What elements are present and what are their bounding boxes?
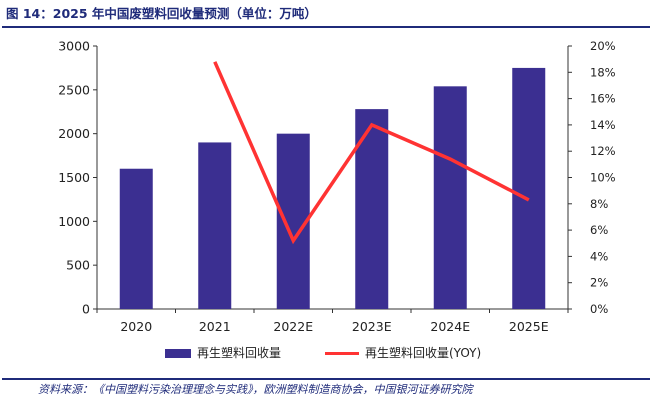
yoy-point [214,61,215,62]
right-tick-label: 0% [590,302,608,316]
bar [119,168,153,309]
legend-bar-item: 再生塑料回收量 [165,344,281,362]
legend-bar-label: 再生塑料回收量 [197,346,282,360]
legend-line-item: 再生塑料回收量(YOY) [325,344,481,362]
right-tick-label: 2% [590,276,608,290]
x-tick-label: 2020 [120,319,152,334]
yoy-point [293,240,294,241]
left-tick-label: 1000 [58,214,90,229]
left-tick-label: 3000 [58,39,90,54]
left-tick-label: 500 [66,258,90,273]
yoy-line [213,61,530,245]
bar [276,133,310,309]
left-tick-label: 2500 [58,82,90,97]
right-tick-label: 16% [590,92,616,106]
tick-labels: 0 500 1000 1500 2000 2500 3000 0% 2% 4% 6% 8% 10% 12%… [58,39,615,335]
x-tick-label: 2025E [509,319,549,334]
figure-title: 图 14：2025 年中国废塑料回收量预测（单位：万吨） [6,6,317,21]
legend-line-swatch [325,352,359,355]
left-tick-label: 0 [82,302,90,317]
yoy-point [371,124,372,125]
left-tick-label: 2000 [58,126,90,141]
chart-axes [93,45,572,313]
bar [433,86,467,310]
x-tick-label: 2024E [430,319,470,334]
bar [198,142,232,309]
right-tick-label: 4% [590,249,608,263]
right-tick-label: 14% [590,118,616,132]
line-series [213,61,530,245]
right-tick-label: 8% [590,197,608,211]
x-tick-label: 2021 [199,319,231,334]
title-rule [2,26,650,28]
right-tick-label: 12% [590,144,616,158]
right-tick-label: 18% [590,65,616,79]
x-tick-label: 2023E [352,319,392,334]
right-tick-label: 10% [590,171,616,185]
legend-bar-swatch [165,349,191,358]
right-tick-label: 20% [590,39,616,53]
legend-line-label: 再生塑料回收量(YOY) [365,346,482,360]
left-tick-label: 1500 [58,170,90,185]
bar-series [119,67,546,310]
source-rule [2,378,650,380]
source-note: 资料来源：《中国塑料污染治理理念与实践》，欧洲塑料制造商协会，中国银河证券研究院 [38,383,473,396]
right-tick-label: 6% [590,223,608,237]
yoy-point [528,199,529,200]
yoy-point [450,159,451,160]
bar [512,67,546,310]
x-tick-label: 2022E [273,319,313,334]
